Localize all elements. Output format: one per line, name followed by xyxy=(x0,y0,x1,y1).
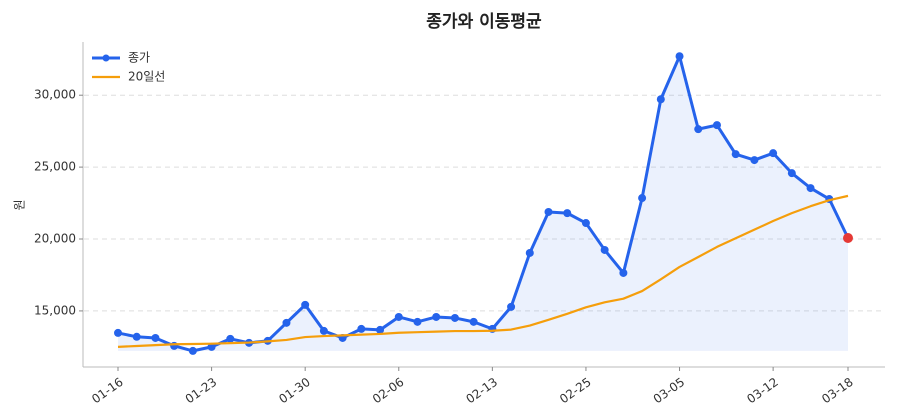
marker xyxy=(806,184,815,193)
marker xyxy=(656,95,665,104)
marker xyxy=(750,156,759,165)
marker xyxy=(638,194,647,203)
area xyxy=(118,56,848,351)
marker xyxy=(694,125,703,134)
marker xyxy=(170,341,179,350)
marker xyxy=(376,325,385,334)
x-tick-label: 03-05 xyxy=(651,375,688,406)
marker xyxy=(581,219,590,228)
marker xyxy=(319,326,328,335)
chart-title: 종가와 이동평균 xyxy=(426,12,542,32)
marker xyxy=(301,300,310,309)
legend-label: 20일선 xyxy=(128,70,165,84)
x-tick-label: 02-13 xyxy=(463,375,500,406)
marker xyxy=(769,149,778,158)
x-tick-label: 03-18 xyxy=(819,375,856,406)
marker xyxy=(207,342,216,351)
marker xyxy=(525,248,534,257)
marker xyxy=(731,150,740,159)
y-tick-label: 30,000 xyxy=(34,88,76,102)
marker xyxy=(282,318,291,327)
marker xyxy=(432,312,441,321)
marker xyxy=(188,346,197,355)
marker xyxy=(507,302,516,311)
marker xyxy=(357,324,366,333)
x-tick-label: 02-06 xyxy=(370,375,407,406)
marker xyxy=(413,317,422,326)
marker xyxy=(151,333,160,342)
marker xyxy=(226,334,235,343)
legend-marker xyxy=(102,54,110,62)
y-axis-label: 원 xyxy=(13,199,27,210)
marker xyxy=(675,52,684,61)
legend-label: 종가 xyxy=(128,51,150,65)
marker xyxy=(619,268,628,277)
marker xyxy=(394,312,403,321)
marker xyxy=(600,245,609,254)
marker xyxy=(114,328,122,337)
marker xyxy=(563,209,572,218)
x-tick-label: 01-23 xyxy=(183,375,220,406)
marker xyxy=(544,207,553,216)
y-tick-label: 25,000 xyxy=(34,160,76,174)
marker xyxy=(787,169,796,178)
marker xyxy=(469,317,478,326)
line xyxy=(117,194,849,348)
x-tick-label: 01-30 xyxy=(276,375,313,406)
marker xyxy=(132,332,141,341)
marker xyxy=(712,121,721,130)
x-tick-label: 01-16 xyxy=(89,375,126,406)
line xyxy=(117,54,850,353)
marker xyxy=(450,313,459,322)
x-tick-label: 02-25 xyxy=(557,375,594,406)
y-tick-label: 20,000 xyxy=(34,232,76,246)
last-point xyxy=(843,233,853,244)
x-tick-label: 03-12 xyxy=(744,375,781,406)
y-tick-label: 15,000 xyxy=(34,303,76,317)
